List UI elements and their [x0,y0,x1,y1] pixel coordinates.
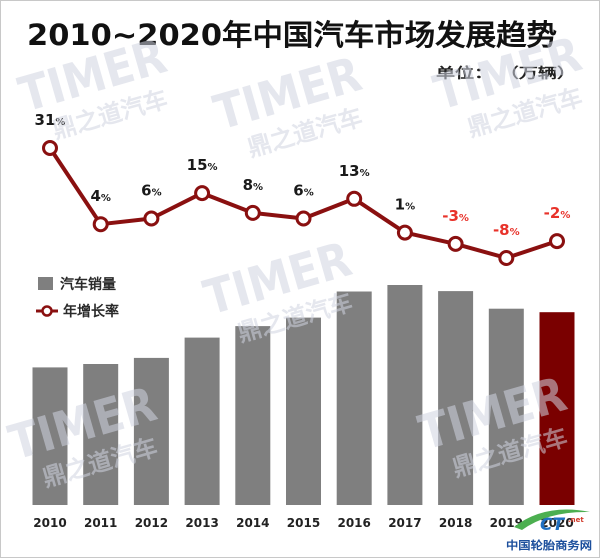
growth-label-2013: 15% [187,156,218,174]
bar-2016 [336,291,372,505]
growth-marker-2013 [194,185,211,202]
x-tick-2010: 2010 [33,516,66,530]
growth-marker-2017 [396,224,413,241]
site-logo: CT .net 中国轮胎商务网 [502,509,596,554]
growth-label-2018: -3% [442,207,469,225]
growth-label-2019: -8% [493,221,520,239]
x-tick-2011: 2011 [84,516,117,530]
sales-bar-series [32,285,575,505]
x-tick-2020: 2020 [540,516,573,530]
bar-2011 [83,364,119,505]
bar-2015 [286,317,321,505]
x-axis-ticks: 2010 2011 2012 2013 2014 2015 2016 2017 2018 2019… [33,516,573,530]
legend-swatch-growth-marker [41,305,53,317]
bar-2020 [539,312,575,505]
growth-marker-2020 [549,233,565,250]
legend-label-growth: 年增长率 [63,303,119,320]
growth-marker-2010 [42,140,58,156]
growth-marker-2012 [143,210,160,227]
x-tick-2016: 2016 [337,516,370,530]
growth-label-2012: 6% [141,182,161,200]
x-tick-2012: 2012 [135,516,168,530]
growth-marker-2016 [346,190,363,207]
x-tick-2018: 2018 [439,516,472,530]
logo-swoosh-icon [514,509,590,530]
bar-2010 [32,367,68,505]
bar-2014 [235,326,271,505]
x-tick-2017: 2017 [388,516,421,530]
growth-label-2017: 1% [395,196,415,214]
growth-marker-2018 [447,235,464,252]
bar-2012 [133,357,169,505]
x-tick-2013: 2013 [185,516,218,530]
logo-suffix: .net [568,516,584,524]
growth-rate-labels: 31% 4% 6% 15% 8% 6% 13% 1% -3% -8% -2% [35,111,571,239]
growth-label-2016: 13% [339,162,370,180]
growth-marker-2014 [244,204,261,221]
x-tick-2014: 2014 [236,516,269,530]
growth-label-2014: 8% [243,176,263,194]
x-tick-2015: 2015 [287,516,320,530]
bar-2019 [488,308,524,505]
growth-marker-2015 [295,210,312,227]
legend-swatch-sales [38,277,53,290]
bar-2017 [387,285,423,505]
growth-marker-2011 [92,216,109,233]
legend: 汽车销量 年增长率 [36,276,119,320]
chart-title: 2010~2020年中国汽车市场发展趋势 [27,18,557,52]
bar-2018 [438,291,474,505]
growth-label-2011: 4% [90,187,110,205]
logo-text: 中国轮胎商务网 [506,538,592,552]
logo-text-backdrop [502,535,596,554]
growth-label-2010: 31% [35,111,66,129]
growth-marker-2019 [498,250,515,266]
growth-label-2015: 6% [293,182,313,200]
growth-label-2020: -2% [544,204,571,222]
unit-label: 单位： （万辆） [436,65,576,82]
legend-label-sales: 汽车销量 [60,276,116,293]
x-tick-2019: 2019 [490,516,523,530]
logo-mark: CT [540,515,565,535]
growth-rate-series [42,140,565,266]
bar-2013 [184,337,220,505]
